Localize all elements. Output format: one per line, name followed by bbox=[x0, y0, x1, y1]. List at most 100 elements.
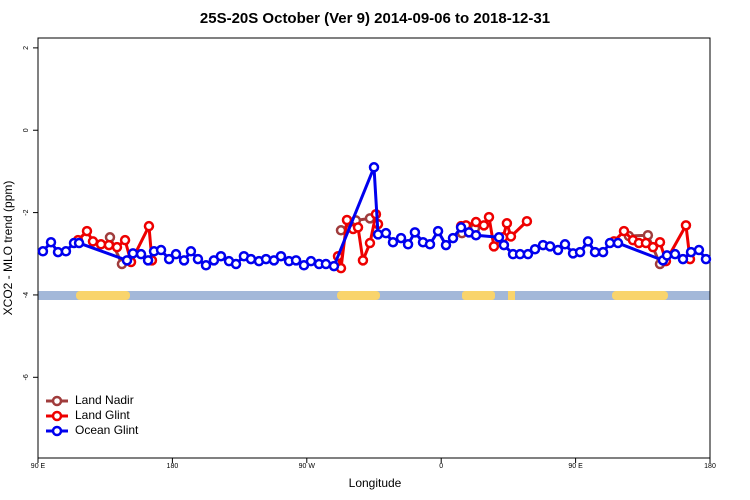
data-point bbox=[505, 231, 517, 242]
data-point bbox=[387, 236, 399, 248]
data-point bbox=[170, 248, 182, 260]
data-point bbox=[245, 253, 257, 265]
data-point bbox=[544, 241, 556, 252]
data-point bbox=[320, 258, 332, 270]
data-point bbox=[60, 246, 72, 257]
data-point bbox=[402, 239, 414, 250]
data-point bbox=[142, 255, 154, 266]
data-point bbox=[574, 246, 586, 258]
data-point bbox=[498, 239, 510, 251]
data-point bbox=[81, 225, 93, 237]
data-point bbox=[143, 220, 155, 232]
data-point bbox=[328, 260, 340, 272]
data-point bbox=[669, 248, 681, 260]
data-point bbox=[87, 236, 99, 247]
x-tick-label: 90 E bbox=[568, 463, 583, 470]
data-point bbox=[529, 243, 541, 255]
data-point bbox=[135, 248, 147, 260]
y-tick-label: -4 bbox=[23, 292, 30, 298]
legend-label: Land Nadir bbox=[75, 393, 134, 407]
land-band bbox=[462, 291, 495, 300]
plot-frame bbox=[37, 37, 711, 459]
data-point bbox=[597, 246, 609, 258]
data-point bbox=[647, 241, 659, 253]
data-point bbox=[589, 246, 601, 258]
data-point bbox=[700, 253, 712, 265]
data-point bbox=[290, 255, 302, 266]
y-axis-title: XCO2 - MLO trend (ppm) bbox=[1, 181, 15, 316]
data-point bbox=[493, 232, 505, 243]
data-point bbox=[127, 248, 139, 259]
data-point bbox=[693, 244, 705, 256]
data-point bbox=[677, 253, 689, 265]
x-tick-label: 0 bbox=[439, 463, 443, 470]
data-point bbox=[440, 239, 452, 251]
data-point bbox=[119, 234, 131, 246]
land-band bbox=[508, 291, 515, 300]
data-point bbox=[447, 232, 459, 244]
data-point bbox=[522, 248, 534, 260]
data-point bbox=[552, 244, 564, 256]
series-line bbox=[460, 212, 528, 250]
x-axis-title: Longitude bbox=[349, 476, 402, 490]
data-point bbox=[215, 250, 227, 262]
data-point bbox=[455, 222, 467, 233]
data-point bbox=[559, 239, 571, 250]
x-tick-label: 180 bbox=[704, 463, 716, 470]
data-point bbox=[45, 236, 57, 248]
data-point bbox=[163, 253, 175, 265]
data-point bbox=[483, 211, 495, 223]
legend-marker bbox=[51, 425, 63, 437]
data-point bbox=[37, 246, 49, 257]
data-point bbox=[424, 239, 436, 250]
land-mask bbox=[38, 291, 710, 300]
data-point bbox=[478, 220, 490, 231]
land-band bbox=[76, 291, 130, 300]
data-point bbox=[395, 232, 407, 244]
data-point bbox=[352, 222, 364, 233]
data-point bbox=[335, 225, 347, 236]
data-point bbox=[111, 241, 123, 253]
series bbox=[37, 162, 712, 272]
data-point bbox=[521, 215, 533, 227]
data-point bbox=[230, 258, 242, 270]
x-tick-label: 180 bbox=[167, 463, 179, 470]
data-point bbox=[470, 229, 482, 241]
legend-label: Ocean Glint bbox=[75, 423, 139, 437]
y-tick-label: -6 bbox=[23, 374, 30, 380]
x-tick-label: 90 W bbox=[299, 463, 316, 470]
land-band bbox=[337, 291, 380, 300]
data-point bbox=[432, 225, 444, 237]
data-point bbox=[501, 218, 513, 229]
data-point bbox=[178, 255, 190, 266]
data-point bbox=[260, 253, 272, 265]
data-point bbox=[275, 250, 287, 262]
data-point bbox=[654, 236, 666, 248]
legend-marker bbox=[51, 395, 63, 407]
land-band bbox=[612, 291, 668, 300]
data-point bbox=[357, 255, 369, 266]
data-point bbox=[364, 237, 376, 249]
data-point bbox=[192, 253, 204, 265]
legend-label: Land Glint bbox=[75, 408, 130, 422]
data-point bbox=[612, 237, 624, 249]
data-point bbox=[604, 237, 616, 249]
data-point bbox=[305, 255, 317, 267]
data-point bbox=[661, 250, 673, 261]
data-point bbox=[121, 255, 133, 266]
series bbox=[104, 213, 666, 270]
data-point bbox=[368, 162, 380, 173]
data-point bbox=[200, 260, 212, 271]
y-tick-label: 0 bbox=[23, 128, 30, 132]
legend-marker bbox=[51, 410, 63, 422]
x-tick-label: 90 E bbox=[31, 463, 46, 470]
y-tick-label: -2 bbox=[23, 209, 30, 215]
data-point bbox=[73, 237, 85, 249]
data-point bbox=[488, 241, 500, 252]
chart-title: 25S-20S October (Ver 9) 2014-09-06 to 20… bbox=[200, 10, 550, 27]
data-point bbox=[103, 239, 115, 251]
data-point bbox=[372, 229, 384, 240]
data-point bbox=[409, 227, 421, 238]
y-tick-label: 2 bbox=[23, 46, 30, 50]
